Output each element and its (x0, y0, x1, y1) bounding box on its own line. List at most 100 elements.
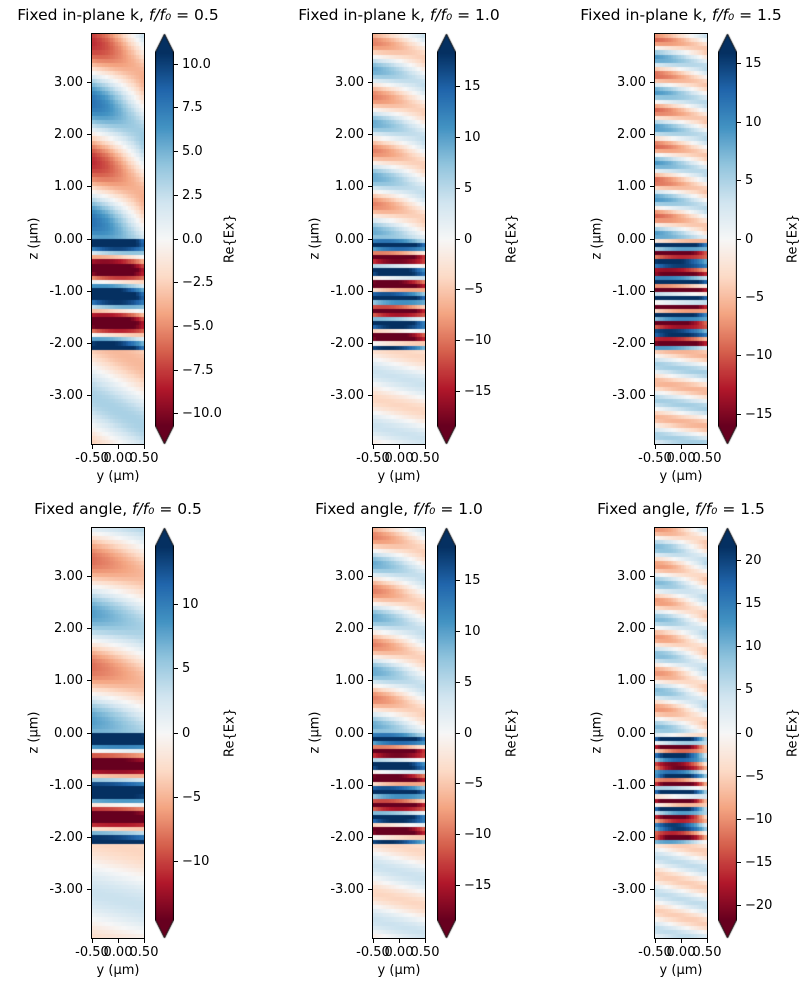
x-axis-tick (143, 939, 145, 943)
x-axis-tick (424, 445, 426, 449)
y-axis-tick (650, 290, 654, 292)
colorbar-tick (737, 732, 741, 734)
colorbar-tick (456, 630, 460, 632)
y-axis-tick (368, 837, 372, 839)
panel-title-suffix: = 1.0 (435, 500, 483, 518)
x-tick-label: 0.00 (666, 451, 696, 466)
heatmap-canvas (655, 528, 707, 938)
y-tick-label: -1.00 (49, 283, 83, 299)
heatmap-frame (91, 527, 145, 939)
colorbar-tick (456, 783, 460, 785)
y-tick-label: -2.00 (49, 336, 83, 352)
colorbar-tick (456, 834, 460, 836)
heatmap-frame (654, 527, 708, 939)
y-tick-label: 0.00 (54, 231, 83, 247)
y-axis-tick (650, 343, 654, 345)
y-tick-label: 0.00 (335, 725, 364, 741)
colorbar-tick (456, 732, 460, 734)
colorbar-tick (456, 187, 460, 189)
x-tick-label: 0.50 (692, 451, 722, 466)
panel-title-suffix: = 0.5 (171, 6, 219, 24)
y-axis-tick (368, 186, 372, 188)
colorbar-tick-label: −2.5 (182, 275, 214, 291)
y-axis-tick (368, 395, 372, 397)
colorbar-tick-label: −5 (745, 768, 765, 784)
x-axis-label: y (μm) (96, 469, 140, 484)
colorbar-tick-label: −5.0 (182, 318, 214, 334)
y-axis-tick (368, 238, 372, 240)
heatmap-canvas (92, 528, 144, 938)
y-axis-tick (87, 186, 91, 188)
colorbar-tick-label: 5 (464, 180, 473, 196)
heatmap-frame (654, 33, 708, 445)
colorbar-tick (737, 775, 741, 777)
colorbar-tick (174, 369, 178, 371)
colorbar-tick (737, 646, 741, 648)
colorbar-tick (174, 238, 178, 240)
panel-title: Fixed in-plane k, f/f₀ = 0.5 (0, 6, 278, 25)
x-tick-label: 0.50 (129, 451, 159, 466)
y-axis-tick (650, 186, 654, 188)
panel-title-math: f/f₀ (413, 500, 436, 518)
colorbar-tick (737, 861, 741, 863)
y-axis-tick (650, 627, 654, 629)
x-axis-label: y (μm) (96, 963, 140, 978)
y-axis-tick (87, 627, 91, 629)
colorbar-tick-label: 5 (745, 682, 754, 698)
panel-title-suffix: = 1.5 (734, 6, 782, 24)
colorbar-label: Re{Ex} (504, 214, 520, 263)
x-axis-tick (117, 445, 119, 449)
colorbar-tick (174, 861, 178, 863)
colorbar-tick (737, 238, 741, 240)
colorbar-tick-label: 5 (182, 661, 191, 677)
y-axis-tick (368, 81, 372, 83)
panel-title-prefix: Fixed in-plane k, (298, 6, 430, 24)
y-axis-tick (368, 784, 372, 786)
x-axis-tick (706, 445, 708, 449)
y-axis-tick (87, 889, 91, 891)
colorbar-canvas (437, 33, 456, 445)
colorbar-tick-label: −10.0 (182, 406, 222, 422)
y-axis-tick (650, 889, 654, 891)
colorbar-tick-label: 10 (182, 596, 199, 612)
panel-title-prefix: Fixed angle, (315, 500, 414, 518)
y-tick-label: 1.00 (54, 179, 83, 195)
y-tick-label: 3.00 (54, 568, 83, 584)
y-tick-label: -1.00 (612, 777, 646, 793)
colorbar-tick-label: 10.0 (182, 56, 211, 72)
y-tick-label: -1.00 (49, 777, 83, 793)
colorbar-tick (456, 86, 460, 88)
colorbar-tick-label: 15 (464, 79, 481, 95)
colorbar-tick (737, 904, 741, 906)
y-tick-label: 0.00 (617, 725, 646, 741)
heatmap-canvas (373, 528, 425, 938)
y-axis-tick (650, 575, 654, 577)
x-tick-label: 0.50 (410, 451, 440, 466)
colorbar-tick (174, 325, 178, 327)
colorbar-tick (174, 194, 178, 196)
colorbar-label: Re{Ex} (785, 708, 801, 757)
colorbar-tick-label: −15 (745, 854, 773, 870)
y-tick-label: -2.00 (330, 830, 364, 846)
y-axis-tick (650, 81, 654, 83)
y-axis-tick (87, 575, 91, 577)
y-axis-tick (87, 395, 91, 397)
colorbar-tick (174, 282, 178, 284)
y-axis-tick (650, 680, 654, 682)
colorbar-tick (174, 732, 178, 734)
x-tick-label: -0.50 (356, 945, 390, 960)
x-axis-tick (680, 445, 682, 449)
colorbar-tick-label: 10 (745, 639, 762, 655)
colorbar-tick (456, 289, 460, 291)
colorbar-tick-label: 2.5 (182, 187, 203, 203)
x-axis-tick (398, 939, 400, 943)
x-tick-label: -0.50 (75, 451, 109, 466)
y-tick-label: 3.00 (617, 568, 646, 584)
y-tick-label: 1.00 (617, 673, 646, 689)
panel-title-math: f/f₀ (132, 500, 155, 518)
colorbar-tick-label: −10 (745, 811, 773, 827)
panel-title: Fixed in-plane k, f/f₀ = 1.0 (239, 6, 559, 25)
y-tick-label: 0.00 (335, 231, 364, 247)
colorbar-tick (456, 681, 460, 683)
y-axis-tick (87, 133, 91, 135)
